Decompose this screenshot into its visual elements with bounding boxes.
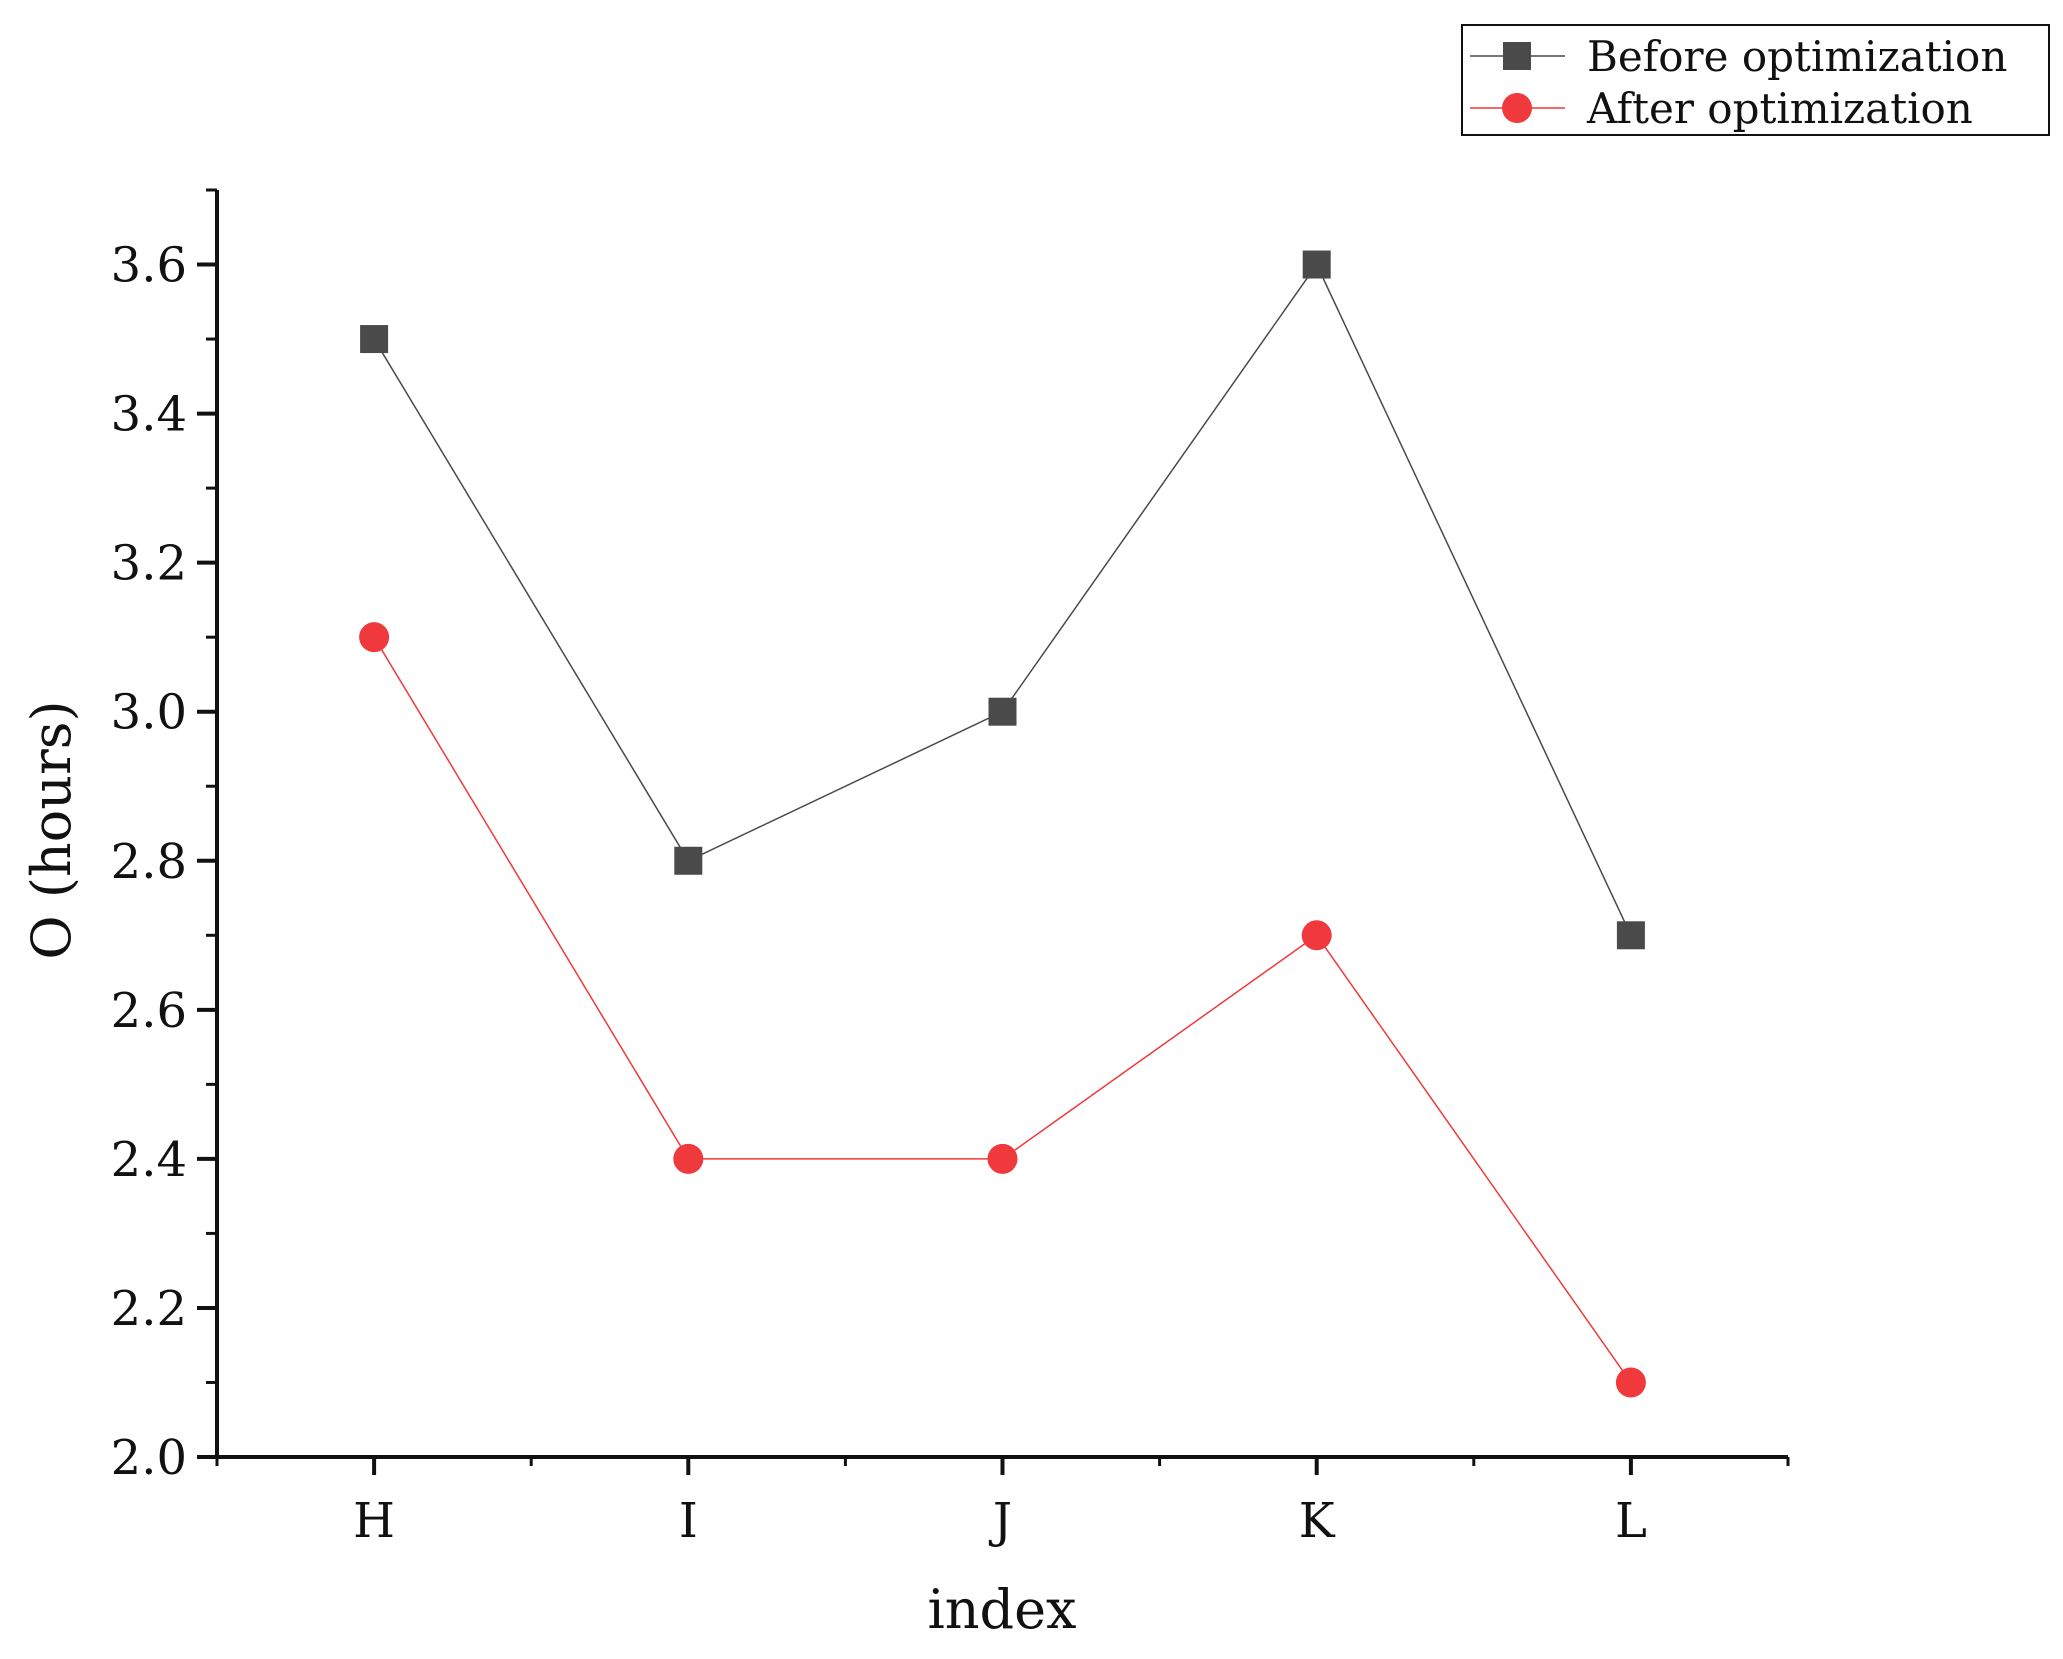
data-point	[359, 622, 390, 653]
data-point	[674, 846, 703, 875]
x-axis-title: index	[927, 1578, 1076, 1641]
data-point	[1615, 1367, 1646, 1398]
data-point	[360, 325, 389, 354]
y-tick-label: 2.0	[111, 1430, 187, 1486]
data-point	[1616, 921, 1645, 950]
series-line	[373, 263, 1632, 936]
y-tick-label: 2.6	[111, 983, 187, 1039]
x-tick-label: I	[679, 1493, 698, 1549]
legend-item: After optimization	[1470, 84, 1973, 133]
legend-marker	[1503, 42, 1531, 70]
y-axis-title: O (hours)	[20, 700, 83, 959]
data-point	[988, 697, 1017, 726]
y-ticks: 2.0 2.2 2.4 2.6 2.8 3.0 3.2 3.4 3.6	[111, 188, 217, 1486]
y-tick-label: 2.4	[111, 1132, 187, 1188]
legend-box	[1461, 24, 2050, 136]
series	[359, 622, 1646, 1398]
x-tick-label: H	[353, 1493, 395, 1549]
data-point	[987, 1143, 1018, 1174]
series-layer	[359, 250, 1646, 1398]
x-ticks: H I J K L	[215, 1457, 1790, 1549]
data-point	[1301, 920, 1332, 951]
y-tick-label: 2.8	[111, 834, 187, 890]
x-tick-label: L	[1615, 1493, 1647, 1549]
x-tick-label: K	[1299, 1493, 1336, 1549]
legend-item: Before optimization	[1470, 32, 2007, 81]
legend-marker	[1502, 93, 1532, 123]
y-tick-label: 3.4	[111, 387, 187, 443]
legend-label: After optimization	[1586, 84, 1973, 133]
series-line	[373, 636, 1632, 1383]
y-tick-label: 3.2	[111, 536, 187, 592]
y-tick-label: 3.0	[111, 685, 187, 741]
data-point	[673, 1143, 704, 1174]
axes: 2.0 2.2 2.4 2.6 2.8 3.0 3.2 3.4 3.6 H I J K L	[111, 188, 1790, 1549]
y-tick-label: 3.6	[111, 238, 187, 294]
y-tick-label: 2.2	[111, 1281, 187, 1337]
series	[360, 250, 1645, 950]
x-tick-label: J	[988, 1493, 1012, 1549]
legend-label: Before optimization	[1587, 32, 2007, 81]
data-point	[1302, 250, 1331, 279]
